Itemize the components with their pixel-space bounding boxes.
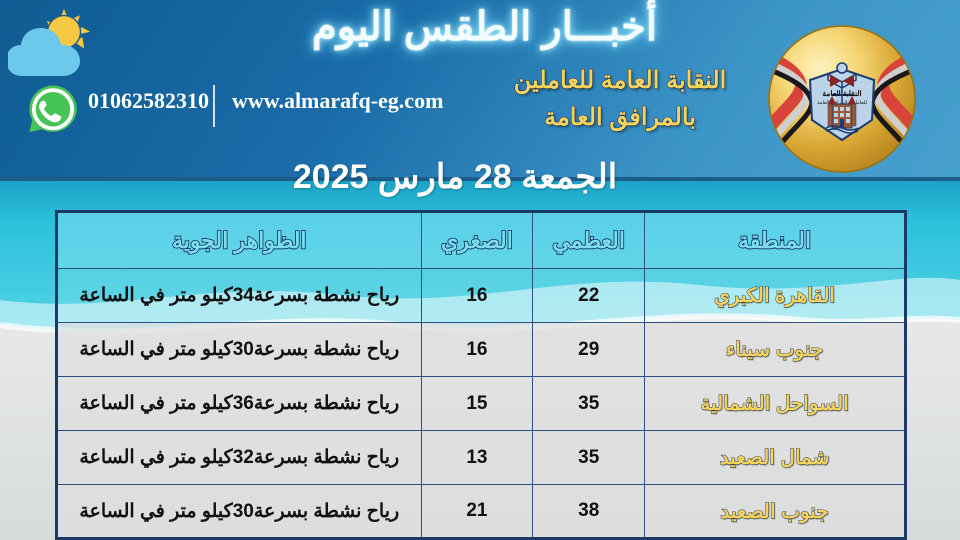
svg-text:النقابة العامة: النقابة العامة <box>822 89 861 98</box>
